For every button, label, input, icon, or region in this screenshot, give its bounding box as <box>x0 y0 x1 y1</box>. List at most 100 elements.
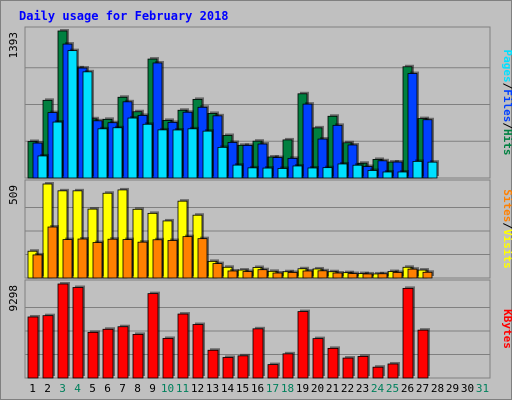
bar-pages-day-17 <box>277 168 288 179</box>
bar-pages-day-23 <box>367 170 378 179</box>
bar-pages-day-11 <box>187 128 198 179</box>
bar-pages-day-2 <box>52 121 63 179</box>
bar-sites-day-9 <box>152 239 163 279</box>
bar-visits-day-4 <box>72 190 83 279</box>
legend-visits-sites: Sites/Visits <box>501 189 512 269</box>
bar-kbytes-day-21 <box>327 347 339 379</box>
bar-sites-day-4 <box>77 238 88 279</box>
bar-files-day-26 <box>407 73 418 179</box>
bar-kbytes-day-25 <box>387 363 399 379</box>
bar-kbytes-day-23 <box>357 356 369 379</box>
bar-sites-day-5 <box>92 242 103 279</box>
bar-kbytes-day-2 <box>42 315 54 379</box>
bar-visits-day-3 <box>57 190 68 279</box>
bar-pages-day-13 <box>217 146 228 179</box>
x-axis-day-labels: 1 2 3 4 5 6 7 8 9 10 11 12 13 14 15 16 17 18 19 20 21 22 23 24 2… <box>29 382 489 395</box>
panel-frame <box>24 179 491 279</box>
bar-files-day-14 <box>227 142 238 179</box>
x-tick-label: 27 <box>416 382 429 395</box>
series-sites <box>32 225 434 279</box>
x-tick-label: 30 <box>461 382 474 395</box>
bar-pages-day-3 <box>67 50 78 179</box>
bar-pages-day-15 <box>247 167 258 179</box>
bar-files-day-9 <box>152 62 163 179</box>
bar-sites-day-26 <box>407 268 418 279</box>
x-tick-label: 19 <box>296 382 309 395</box>
bar-files-day-27 <box>422 119 433 179</box>
bar-sites-day-23 <box>362 273 373 279</box>
x-tick-label: 9 <box>149 382 156 395</box>
bar-sites-day-8 <box>137 241 148 279</box>
legend-separator: / <box>501 83 512 90</box>
bar-pages-day-12 <box>202 130 213 179</box>
bar-sites-day-2 <box>47 226 58 279</box>
bar-sites-day-14 <box>227 270 238 279</box>
legend-item-hits: Hits <box>501 129 512 156</box>
bar-sites-day-7 <box>122 239 133 279</box>
bar-kbytes-day-8 <box>132 334 144 379</box>
bar-kbytes-day-22 <box>342 357 354 379</box>
x-tick-label: 16 <box>251 382 264 395</box>
series-files <box>32 42 434 179</box>
bar-pages-day-22 <box>352 164 363 179</box>
bar-sites-day-6 <box>107 238 118 279</box>
bar-pages-day-14 <box>232 164 243 179</box>
x-tick-label: 11 <box>176 382 189 395</box>
x-tick-label: 26 <box>401 382 414 395</box>
bar-pages-day-5 <box>97 128 108 179</box>
x-tick-label: 3 <box>59 382 66 395</box>
bar-sites-day-18 <box>287 272 298 279</box>
x-tick-label: 13 <box>206 382 219 395</box>
x-tick-label: 2 <box>44 382 51 395</box>
x-tick-label: 12 <box>191 382 204 395</box>
panel-legend: KBytes <box>501 309 512 349</box>
legend-kbytes: KBytes <box>501 309 512 349</box>
bar-files-day-20 <box>317 138 328 179</box>
bar-sites-day-20 <box>317 270 328 279</box>
x-tick-label: 1 <box>29 382 36 395</box>
bar-pages-day-25 <box>397 171 408 179</box>
bar-kbytes-day-24 <box>372 366 384 379</box>
bar-sites-day-21 <box>332 272 343 279</box>
x-tick-label: 25 <box>386 382 399 395</box>
bar-sites-day-24 <box>377 273 388 279</box>
bar-kbytes-day-6 <box>102 328 114 379</box>
bar-kbytes-day-19 <box>297 311 309 379</box>
bar-files-day-19 <box>302 103 313 179</box>
bar-visits-day-7 <box>117 189 128 279</box>
bar-pages-day-9 <box>157 129 168 179</box>
bar-kbytes-day-1 <box>27 316 39 379</box>
legend-item-kbytes: KBytes <box>501 309 512 349</box>
x-tick-label: 22 <box>341 382 354 395</box>
bar-kbytes-day-9 <box>147 293 159 379</box>
bar-pages-day-1 <box>37 155 48 179</box>
bar-sites-day-15 <box>242 271 253 279</box>
x-tick-label: 17 <box>266 382 279 395</box>
bar-kbytes-day-11 <box>177 313 189 379</box>
bar-sites-day-3 <box>62 239 73 279</box>
x-tick-label: 6 <box>104 382 111 395</box>
x-tick-label: 29 <box>446 382 459 395</box>
chart-title: Daily usage for February 2018 <box>19 9 229 23</box>
bar-sites-day-25 <box>392 272 403 279</box>
legend-hits-files-pages: Pages/Files/Hits <box>501 50 512 156</box>
bar-sites-day-12 <box>197 238 208 279</box>
x-tick-label: 10 <box>161 382 174 395</box>
panel-kbytes: 9298 KBytes <box>7 279 512 379</box>
bar-kbytes-day-4 <box>72 287 84 379</box>
bar-pages-day-19 <box>307 167 318 179</box>
chart-panels: 1393Pages/Files/Hits509Sites/Visits9298K… <box>7 26 512 379</box>
bar-sites-day-10 <box>167 240 178 279</box>
series-pages <box>37 48 439 179</box>
x-tick-label: 4 <box>74 382 81 395</box>
bar-kbytes-day-16 <box>252 328 264 379</box>
x-tick-label: 31 <box>476 382 489 395</box>
bar-files-day-16 <box>257 143 268 179</box>
bar-pages-day-26 <box>412 161 423 179</box>
x-tick-label: 8 <box>134 382 141 395</box>
x-tick-label: 7 <box>119 382 126 395</box>
bar-pages-day-4 <box>82 71 93 179</box>
x-tick-label: 23 <box>356 382 369 395</box>
x-tick-label: 28 <box>431 382 444 395</box>
legend-item-files: Files <box>501 89 512 122</box>
